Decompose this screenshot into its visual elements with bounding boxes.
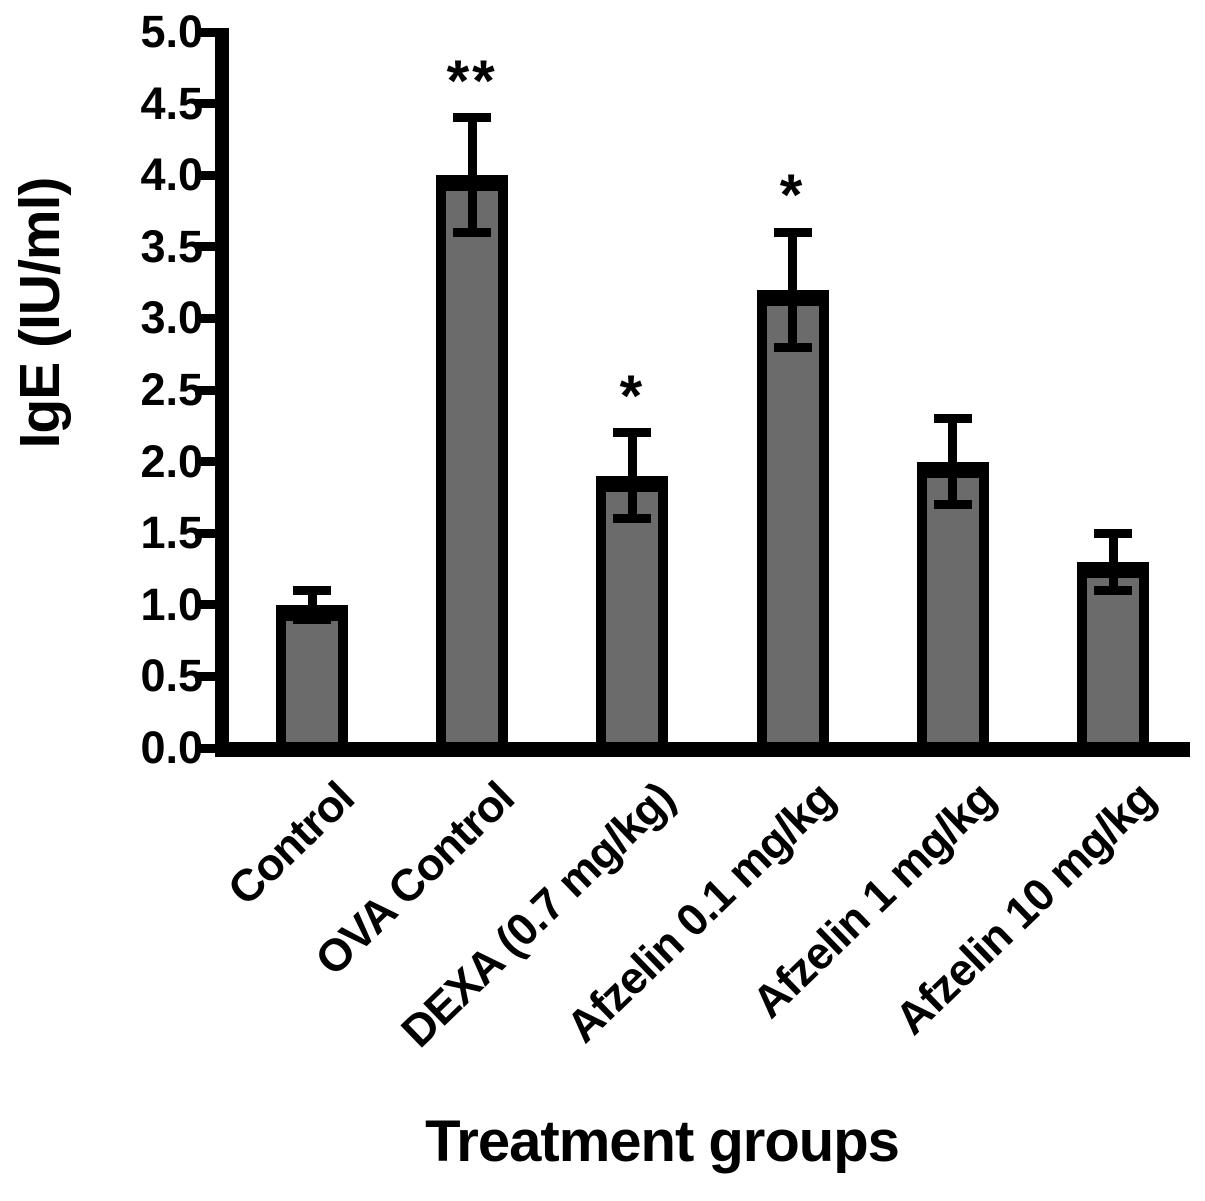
error-bar-bottom-cap (773, 342, 812, 352)
y-tick-label: 5.0 (140, 6, 203, 57)
error-bar-line (948, 418, 958, 505)
y-tick-mark (195, 385, 219, 395)
error-bar-line (467, 117, 477, 233)
y-tick-label: 4.5 (140, 77, 203, 129)
y-tick-label: 0.0 (140, 722, 203, 773)
bar (276, 604, 348, 752)
x-tick-label: Control (217, 772, 364, 915)
y-tick-label: 3.0 (140, 292, 203, 344)
bar (436, 175, 509, 752)
y-tick-mark (195, 671, 219, 681)
significance-marker: * (779, 163, 806, 229)
significance-marker: ** (446, 48, 498, 114)
y-tick-mark (195, 170, 219, 180)
x-tick-label: DEXA (0.7 mg/kg) (391, 772, 684, 1057)
error-bar-top-cap (933, 414, 972, 424)
y-tick-mark (195, 313, 219, 323)
significance-marker: * (619, 363, 646, 429)
error-bar-bottom-cap (933, 500, 972, 510)
y-tick-label: 2.0 (140, 435, 203, 487)
error-bar-top-cap (613, 428, 652, 438)
error-bar-line (788, 232, 798, 348)
y-tick-label: 2.5 (140, 364, 203, 415)
x-tick-label: Afzelin 0.1 mg/kg (556, 772, 845, 1053)
y-tick-label: 1.0 (140, 578, 203, 630)
y-tick-label: 1.5 (140, 507, 203, 559)
error-bar-top-cap (1094, 528, 1132, 538)
y-tick-mark (195, 457, 219, 467)
error-bar-bottom-cap (453, 227, 492, 237)
y-tick-mark (195, 600, 219, 610)
y-tick-label: 4.0 (140, 149, 203, 201)
y-tick-mark (195, 99, 219, 109)
error-bar-bottom-cap (293, 614, 331, 624)
error-bar-line (627, 432, 637, 519)
y-tick-label: 3.5 (140, 220, 203, 272)
error-bar-top-cap (773, 227, 812, 237)
x-axis-line (215, 742, 1190, 757)
y-tick-mark (195, 27, 219, 37)
error-bar-top-cap (453, 113, 492, 123)
y-axis-line (215, 28, 229, 757)
y-tick-label: 0.5 (140, 650, 203, 702)
error-bar-bottom-cap (613, 514, 652, 524)
x-axis-title: Treatment groups (425, 1109, 900, 1174)
y-tick-mark (195, 242, 219, 252)
y-tick-mark (195, 743, 219, 753)
error-bar-bottom-cap (1094, 585, 1132, 595)
bar (916, 461, 989, 752)
error-bar-line (307, 590, 317, 620)
error-bar-line (1108, 533, 1118, 591)
bar (756, 289, 829, 752)
error-bar-top-cap (293, 585, 331, 595)
y-tick-mark (195, 528, 219, 538)
